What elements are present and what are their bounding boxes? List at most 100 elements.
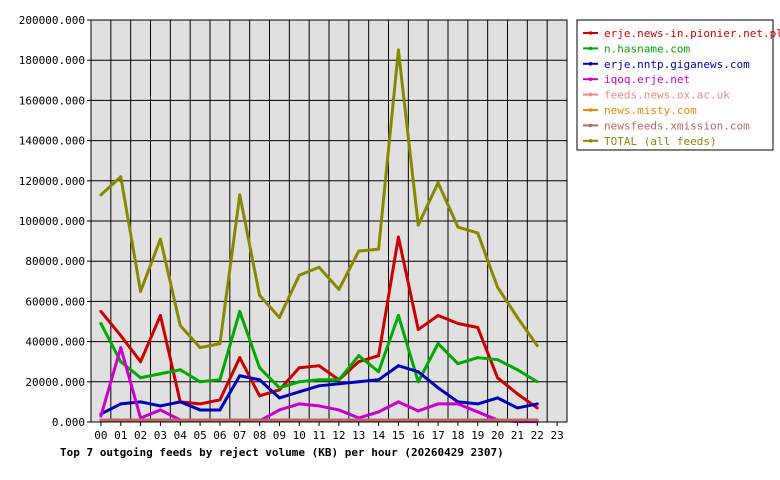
x-tick-label: 09 [273,429,286,442]
data-point [99,193,103,197]
data-point [357,354,361,358]
data-point [317,404,321,408]
data-point [535,402,539,406]
data-point [476,231,480,235]
data-point [178,418,182,422]
data-point [436,386,440,390]
data-point [139,289,143,293]
data-point [436,418,440,422]
x-tick-label: 08 [253,429,266,442]
data-point [297,273,301,277]
data-point [277,315,281,319]
legend-label: news.misty.com [604,104,697,117]
legend-swatch-marker [588,108,593,112]
y-tick-label: 180000.000 [19,54,85,67]
data-point [337,382,341,386]
data-point [476,326,480,330]
y-tick-label: 100000.000 [19,215,85,228]
data-point [258,378,262,382]
data-point [158,404,162,408]
data-point [99,309,103,313]
data-point [515,418,519,422]
data-point [119,334,123,338]
data-point [297,402,301,406]
data-point [139,400,143,404]
data-point [456,362,460,366]
data-point [297,380,301,384]
data-point [337,378,341,382]
data-point [396,235,400,239]
data-point [258,394,262,398]
y-tick-label: 20000.000 [25,376,85,389]
data-point [496,418,500,422]
legend-swatch-marker [588,46,593,51]
data-point [198,408,202,412]
data-point [119,346,123,350]
data-point [238,418,242,422]
x-tick-label: 01 [114,429,127,442]
data-point [396,364,400,368]
data-point [416,370,420,374]
data-point [178,324,182,328]
data-point [357,380,361,384]
data-point [396,48,400,52]
chart-title: Top 7 outgoing feeds by reject volume (K… [60,446,504,459]
data-point [377,410,381,414]
data-point [396,418,400,422]
data-point [238,309,242,313]
data-point [297,390,301,394]
data-point [178,400,182,404]
data-point [158,237,162,241]
data-point [476,356,480,360]
x-tick-label: 17 [431,429,444,442]
x-tick-label: 06 [213,429,226,442]
y-axis-ticks: 0.000 20000.000 40000.000 60000.000 80000.00… [19,14,91,429]
x-tick-label: 15 [392,429,405,442]
x-tick-label: 20 [491,429,504,442]
legend-swatch-marker [588,139,593,143]
data-point [416,223,420,227]
data-point [158,372,162,376]
data-point [297,418,301,422]
x-tick-label: 22 [531,429,544,442]
data-point [416,418,420,422]
data-point [238,193,242,197]
data-point [238,374,242,378]
legend-label: erje.news-in.pionier.net.pl [604,27,780,40]
data-point [337,408,341,412]
data-point [535,418,539,422]
data-point [357,249,361,253]
legend-label: n.hasname.com [604,42,690,55]
legend: erje.news-in.pionier.net.pl n.hasname.com… [576,19,780,151]
y-tick-label: 200000.000 [19,14,85,27]
data-point [456,322,460,326]
data-point [476,418,480,422]
data-point [416,328,420,332]
data-point [277,396,281,400]
data-point [515,315,519,319]
data-point [158,418,162,422]
data-point [535,344,539,348]
data-point [317,418,321,422]
x-tick-label: 02 [134,429,147,442]
data-point [218,408,222,412]
y-tick-label: 160000.000 [19,94,85,107]
data-point [496,285,500,289]
data-point [337,418,341,422]
data-point [456,418,460,422]
data-point [377,418,381,422]
data-point [277,386,281,390]
data-point [357,360,361,364]
series-lines [99,48,539,424]
data-point [119,402,123,406]
data-point [515,392,519,396]
x-tick-label: 13 [352,429,365,442]
data-point [496,376,500,380]
y-tick-label: 60000.000 [25,295,85,308]
data-point [218,398,222,402]
data-point [258,293,262,297]
legend-label: feeds.news.ox.ac.uk [604,89,730,102]
x-tick-label: 04 [174,429,188,442]
data-point [139,376,143,380]
